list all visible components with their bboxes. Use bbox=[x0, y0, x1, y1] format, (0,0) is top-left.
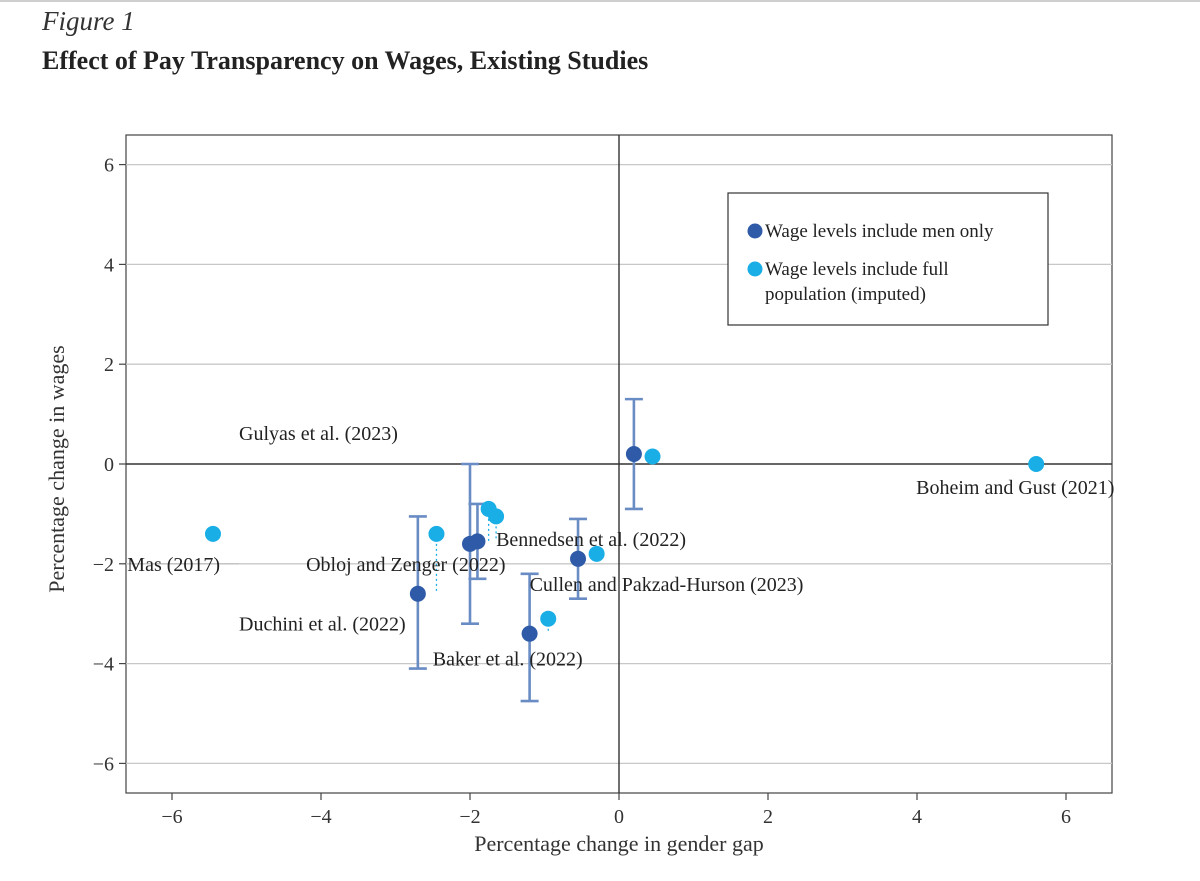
point-label: Bennedsen et al. (2022) bbox=[496, 529, 686, 551]
x-axis-title: Percentage change in gender gap bbox=[474, 831, 764, 856]
point-label: Obloj and Zenger (2022) bbox=[306, 554, 505, 576]
y-tick-label: 0 bbox=[104, 454, 114, 476]
x-tick-label: 6 bbox=[1061, 806, 1071, 828]
y-axis-title: Percentage change in wages bbox=[44, 345, 69, 592]
legend-label-men-only: Wage levels include men only bbox=[765, 221, 994, 242]
y-tick-label: 4 bbox=[104, 254, 114, 276]
point-men-only-2 bbox=[462, 535, 478, 552]
y-tick-label: −4 bbox=[93, 654, 114, 676]
x-tick-label: −4 bbox=[310, 806, 331, 828]
x-tick-label: −2 bbox=[459, 806, 480, 828]
legend-box bbox=[727, 192, 1049, 326]
y-tick-label: −2 bbox=[93, 554, 114, 576]
point-label: Mas (2017) bbox=[127, 554, 220, 576]
legend-label-full-population-line2: population (imputed) bbox=[765, 284, 926, 305]
point-full-population-2 bbox=[204, 525, 221, 542]
point-full-population-6 bbox=[588, 545, 605, 562]
data-points bbox=[204, 446, 1045, 642]
point-full-population-1 bbox=[1028, 456, 1045, 472]
point-full-population-5 bbox=[488, 508, 505, 525]
axis-ticks: −6 −4 −2 0 2 4 6 −6 −4 −2 0 2 4 6 bbox=[93, 155, 1071, 828]
figure-title: Effect of Pay Transparency on Wages, Exi… bbox=[42, 46, 649, 75]
legend-marker-men-only bbox=[747, 223, 763, 239]
point-men-only-5 bbox=[521, 625, 538, 642]
y-tick-label: 2 bbox=[104, 354, 114, 376]
point-labels: Gulyas et al. (2023) Boheim and Gust (202… bbox=[127, 423, 1114, 671]
legend-marker-full-population bbox=[747, 261, 763, 277]
point-label: Boheim and Gust (2021) bbox=[916, 477, 1114, 499]
x-tick-label: 0 bbox=[614, 806, 624, 828]
x-tick-label: 2 bbox=[763, 806, 773, 828]
top-rule bbox=[0, 0, 1200, 2]
y-tick-label: 6 bbox=[104, 155, 114, 177]
point-men-only-4 bbox=[409, 585, 426, 602]
point-men-only-3 bbox=[570, 550, 587, 567]
x-tick-label: 4 bbox=[912, 806, 922, 828]
point-label: Cullen and Pakzad-Hurson (2023) bbox=[530, 574, 804, 596]
zero-lines bbox=[126, 135, 1112, 793]
figure-label: Figure 1 bbox=[42, 6, 135, 36]
point-label: Gulyas et al. (2023) bbox=[239, 423, 398, 445]
point-full-population-3 bbox=[428, 525, 445, 542]
point-label: Duchini et al. (2022) bbox=[239, 614, 406, 636]
point-full-population-7 bbox=[540, 610, 557, 627]
point-label: Baker et al. (2022) bbox=[433, 649, 583, 671]
x-tick-label: −6 bbox=[161, 806, 182, 828]
legend-label-full-population-line1: Wage levels include full bbox=[765, 259, 949, 280]
y-tick-label: −6 bbox=[93, 753, 114, 775]
legend: Wage levels include men only Wage levels… bbox=[727, 192, 1049, 326]
point-full-population-0 bbox=[644, 448, 661, 465]
point-men-only-0 bbox=[625, 446, 642, 463]
